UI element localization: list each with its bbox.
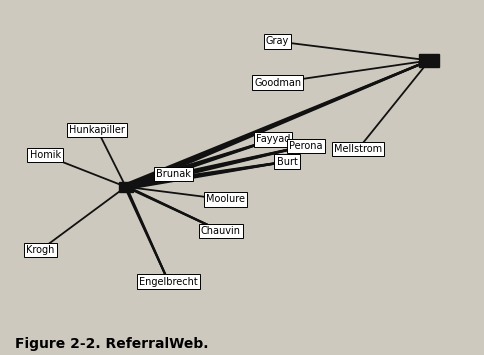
Text: Burt: Burt: [277, 157, 298, 166]
Text: Fayyad: Fayyad: [256, 135, 290, 144]
Text: Figure 2-2. ReferralWeb.: Figure 2-2. ReferralWeb.: [15, 338, 208, 351]
Text: Goodman: Goodman: [254, 77, 301, 88]
Text: Homik: Homik: [30, 150, 60, 160]
FancyBboxPatch shape: [119, 182, 133, 192]
Text: Moolure: Moolure: [206, 195, 245, 204]
Text: Brunak: Brunak: [156, 169, 191, 179]
Text: Engelbrecht: Engelbrecht: [139, 277, 198, 286]
Text: Mellstrom: Mellstrom: [334, 144, 382, 154]
Text: Perona: Perona: [289, 141, 323, 151]
Text: Hunkapiller: Hunkapiller: [69, 125, 125, 135]
Text: Gray: Gray: [266, 37, 289, 47]
Text: Chauvin: Chauvin: [201, 226, 241, 236]
Text: Krogh: Krogh: [26, 245, 55, 255]
FancyBboxPatch shape: [420, 54, 439, 67]
